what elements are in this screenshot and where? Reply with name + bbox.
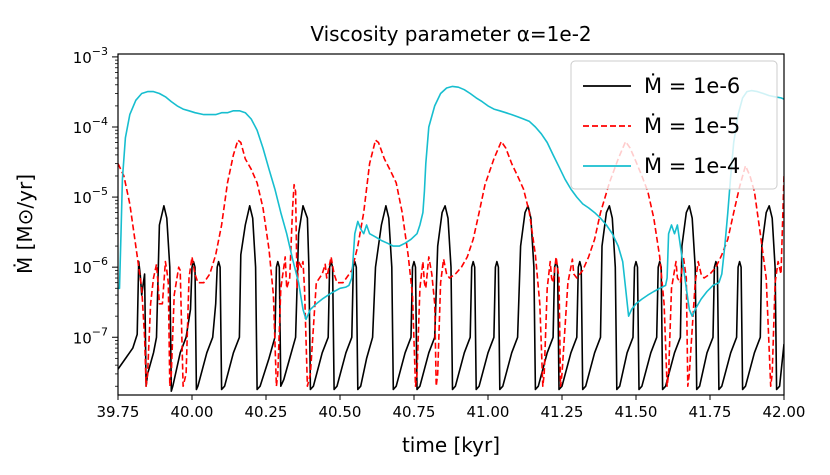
x-tick-label: 41.25 <box>541 403 584 421</box>
x-tick-label: 41.00 <box>467 403 510 421</box>
x-tick-label: 40.75 <box>393 403 436 421</box>
series-line-1 <box>118 205 784 392</box>
y-tick-label: 10−5 <box>73 185 108 207</box>
legend-label-3: Ṁ = 1e-4 <box>644 153 740 178</box>
x-axis: 39.75 40.00 40.25 40.50 40.75 41.00 41.25 41.50… <box>97 395 806 421</box>
x-tick-label: 40.25 <box>245 403 288 421</box>
x-tick-label: 41.75 <box>689 403 732 421</box>
legend: Ṁ = 1e-6 Ṁ = 1e-5 Ṁ = 1e-4 <box>570 60 778 190</box>
series-line-3 <box>118 85 784 321</box>
y-axis-label: Ṁ [M⊙/yr] <box>13 174 37 274</box>
x-tick-label: 42.00 <box>763 403 806 421</box>
x-axis-label: time [kyr] <box>402 433 500 457</box>
series-line-2 <box>118 139 784 387</box>
chart-title: Viscosity parameter α=1e-2 <box>310 22 591 46</box>
x-tick-label: 41.50 <box>615 403 658 421</box>
x-tick-label: 39.75 <box>97 403 140 421</box>
legend-box <box>570 60 778 190</box>
legend-label-1: Ṁ = 1e-6 <box>644 73 740 98</box>
y-axis: 10−7 10−6 10−5 10−4 10−3 <box>73 45 118 347</box>
y-tick-label: 10−3 <box>73 45 108 67</box>
series-layer <box>118 85 784 392</box>
y-tick-label: 10−7 <box>73 325 108 347</box>
x-tick-label: 40.00 <box>171 403 214 421</box>
plot-frame <box>117 53 785 396</box>
y-tick-label: 10−4 <box>73 115 108 137</box>
y-tick-label: 10−6 <box>73 255 108 277</box>
legend-label-2: Ṁ = 1e-5 <box>644 113 740 138</box>
x-tick-label: 40.50 <box>319 403 362 421</box>
